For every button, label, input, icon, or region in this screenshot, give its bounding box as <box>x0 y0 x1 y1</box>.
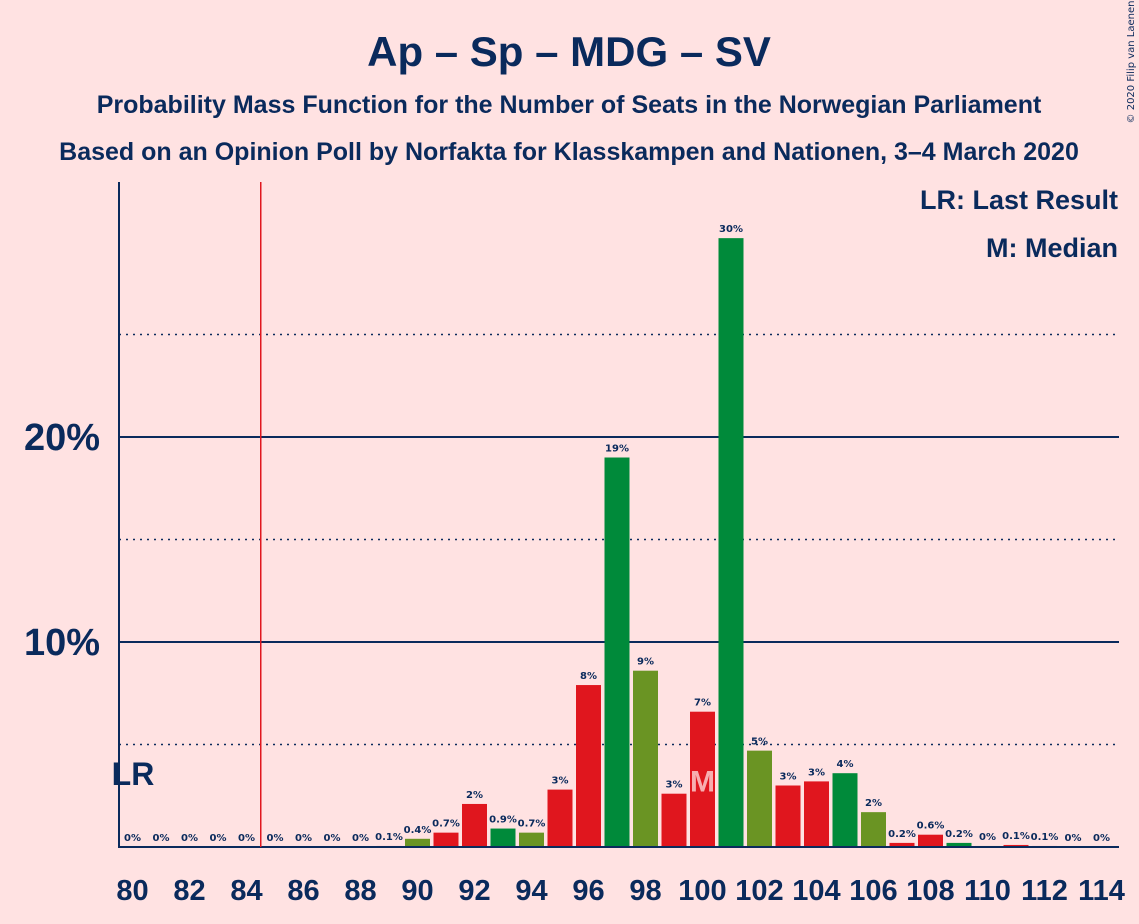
bar-label-seat-110: 0% <box>979 832 996 843</box>
bar-label-seat-95: 3% <box>552 776 569 787</box>
bar-value-labels: 0% 0% 0% 0% 0% 0% 0% 0% 0% 0.1%0.4%0.7%2%0.9% 0.7%… <box>124 224 1110 844</box>
bar-seat-107 <box>889 842 915 847</box>
bar-label-seat-96: 8% <box>580 671 597 682</box>
chart-subtitle-1: Probability Mass Function for the Number… <box>97 91 1042 119</box>
x-tick-100: 100 <box>678 875 726 907</box>
x-tick-88: 88 <box>344 875 376 907</box>
x-tick-94: 94 <box>515 875 547 907</box>
bar-label-seat-80: 0% <box>124 833 141 844</box>
bar-label-seat-113: 0% <box>1065 833 1082 844</box>
median-marker: M <box>690 766 715 799</box>
x-tick-102: 102 <box>735 875 783 907</box>
bar-seat-103 <box>775 785 801 847</box>
bar-label-seat-112: 0.1% <box>1031 832 1059 843</box>
x-tick-104: 104 <box>792 875 840 907</box>
x-tick-labels: 80 82 84 86 88 90 92 94 96 98 100 102 104 106 108 110 11… <box>116 875 1125 907</box>
bar-label-seat-85: 0% <box>267 833 284 844</box>
bar-label-seat-98: 9% <box>637 657 654 668</box>
bar-seat-105 <box>832 773 858 847</box>
bar-seat-94 <box>519 832 544 847</box>
bar-label-seat-101: 30% <box>719 224 743 235</box>
bar-label-seat-108: 0.6% <box>917 821 945 832</box>
bar-label-seat-107: 0.2% <box>888 829 916 840</box>
x-tick-96: 96 <box>572 875 604 907</box>
x-tick-112: 112 <box>1021 875 1068 907</box>
bar-seat-99 <box>661 793 687 847</box>
x-tick-90: 90 <box>401 875 433 907</box>
bar-seat-93 <box>490 828 516 847</box>
y-tick-10: 10% <box>24 622 100 664</box>
bar-label-seat-99: 3% <box>666 780 683 791</box>
bar-label-seat-84: 0% <box>238 833 255 844</box>
bar-label-seat-103: 3% <box>780 772 797 783</box>
bar-label-seat-90: 0.4% <box>404 825 432 836</box>
bar-label-seat-100: 7% <box>694 698 711 709</box>
chart-title: Ap – Sp – MDG – SV <box>367 28 771 75</box>
legend-median: M: Median <box>986 233 1118 263</box>
x-tick-98: 98 <box>629 875 661 907</box>
bar-label-seat-114: 0% <box>1093 833 1110 844</box>
bar-seat-96 <box>576 685 601 847</box>
bar-seat-92 <box>462 803 487 847</box>
x-tick-82: 82 <box>173 875 205 907</box>
bar-seat-109 <box>946 842 972 847</box>
bar-label-seat-87: 0% <box>324 833 341 844</box>
y-tick-labels: 10% 20% <box>24 417 100 664</box>
bar-label-seat-94: 0.7% <box>518 819 546 830</box>
x-tick-106: 106 <box>849 875 897 907</box>
bar-seat-95 <box>547 789 573 847</box>
legend-last-result: LR: Last Result <box>920 185 1118 215</box>
x-tick-84: 84 <box>230 875 262 907</box>
chart-subtitle-2: Based on an Opinion Poll by Norfakta for… <box>59 138 1079 166</box>
x-tick-108: 108 <box>906 875 954 907</box>
bar-seat-101 <box>718 238 744 847</box>
copyright-text: © 2020 Filip van Laenen <box>1126 1 1137 124</box>
bar-label-seat-93: 0.9% <box>489 815 517 826</box>
bar-seat-106 <box>861 812 886 847</box>
bar-label-seat-91: 0.7% <box>432 819 460 830</box>
bar-label-seat-109: 0.2% <box>945 829 973 840</box>
x-tick-114: 114 <box>1078 875 1125 907</box>
bar-label-seat-102: 5% <box>751 737 768 748</box>
bar-seat-97 <box>604 457 630 847</box>
x-tick-92: 92 <box>458 875 490 907</box>
x-tick-80: 80 <box>116 875 148 907</box>
y-tick-20: 20% <box>24 417 100 459</box>
bar-label-seat-97: 19% <box>605 444 629 455</box>
bars-group: M <box>376 238 1057 847</box>
bar-seat-100 <box>690 711 715 847</box>
x-tick-86: 86 <box>287 875 319 907</box>
bar-label-seat-104: 3% <box>808 767 825 778</box>
bar-seat-91 <box>433 832 459 847</box>
bar-seat-104 <box>804 781 829 847</box>
bar-label-seat-86: 0% <box>295 833 312 844</box>
bar-label-seat-82: 0% <box>181 833 198 844</box>
bar-label-seat-83: 0% <box>210 833 227 844</box>
bar-seat-108 <box>918 834 943 847</box>
bar-seat-98 <box>633 670 658 847</box>
bar-label-seat-89: 0.1% <box>375 832 403 843</box>
bar-seat-111 <box>1003 844 1029 847</box>
bar-label-seat-92: 2% <box>466 790 483 801</box>
bar-label-seat-88: 0% <box>352 833 369 844</box>
bar-seat-102 <box>747 750 772 847</box>
bar-label-seat-111: 0.1% <box>1002 831 1030 842</box>
x-tick-110: 110 <box>964 875 1011 907</box>
bar-seat-90 <box>405 838 430 847</box>
bar-label-seat-81: 0% <box>153 833 170 844</box>
bar-label-seat-105: 4% <box>837 759 854 770</box>
bar-label-seat-106: 2% <box>865 798 882 809</box>
last-result-marker-label: LR <box>112 756 155 792</box>
